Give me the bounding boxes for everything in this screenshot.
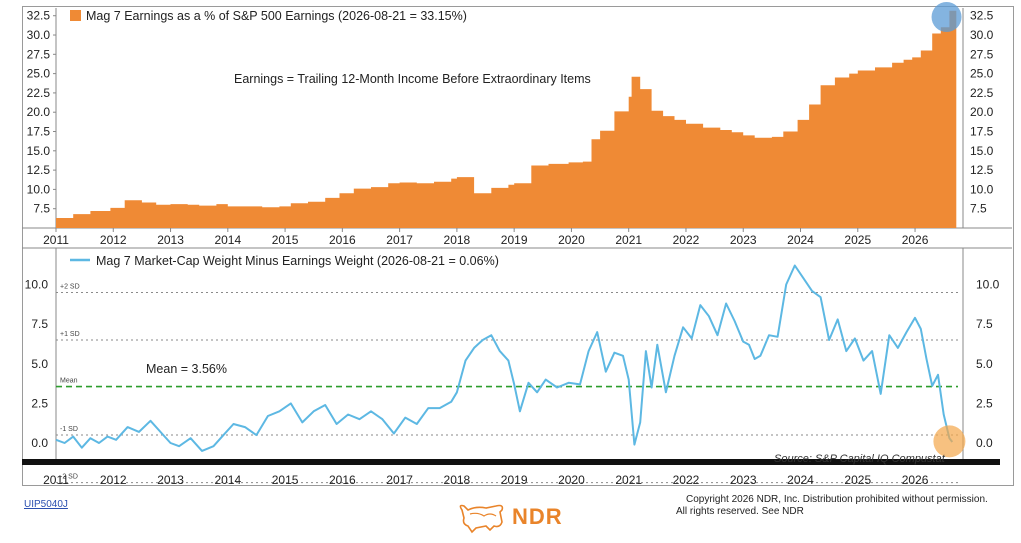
top-x-tick-label: 2013 (157, 233, 184, 247)
top-y-tick-left: 25.0 (27, 67, 51, 81)
bottom-chart: +2 SD +1 SD Mean -1 SD -2 SD 0.0 0.0 2.5 2.5 5.0 5… (22, 247, 1012, 487)
bottom-y-tick-left: 10.0 (25, 278, 49, 292)
bull-bear-icon (459, 504, 504, 534)
top-y-tick-right: 32.5 (970, 9, 994, 23)
top-x-tick-label: 2016 (329, 233, 356, 247)
bottom-x-tick-label: 2011 (43, 473, 69, 487)
top-y-tick-left: 12.5 (27, 163, 51, 177)
bottom-x-tick-label: 2013 (157, 473, 184, 487)
bottom-y-tick-left: 0.0 (31, 436, 48, 450)
top-y-tick-right: 12.5 (970, 163, 994, 177)
highlight-circle-blue (931, 2, 962, 32)
top-x-tick-label: 2020 (558, 233, 585, 247)
bottom-x-tick-label: 2015 (272, 473, 299, 487)
top-chart: 7.5 7.5 10.0 10.0 12.5 12.5 15.0 15.0 17.5 17.5 20… (22, 2, 1012, 247)
top-x-tick-label: 2023 (730, 233, 757, 247)
bottom-x-tick-label: 2018 (444, 473, 471, 487)
bottom-x-tick-label: 2020 (558, 473, 585, 487)
bottom-y-tick-right: 10.0 (976, 278, 1000, 292)
sd-label: +2 SD (60, 283, 80, 290)
top-y-tick-right: 22.5 (970, 86, 994, 100)
bottom-x-tick-label: 2016 (329, 473, 356, 487)
top-x-tick-label: 2017 (386, 233, 413, 247)
top-annotation: Earnings = Trailing 12-Month Income Befo… (234, 72, 591, 86)
bottom-x-tick-label: 2023 (730, 473, 757, 487)
bottom-x-tick-label: 2019 (501, 473, 528, 487)
sd-label: Mean (60, 378, 78, 385)
top-y-tick-right: 20.0 (970, 105, 994, 119)
top-y-tick-left: 20.0 (27, 105, 51, 119)
top-y-tick-left: 22.5 (27, 86, 51, 100)
earnings-area-series (56, 10, 957, 229)
bottom-x-tick-label: 2026 (902, 473, 929, 487)
top-legend-swatch (70, 10, 81, 21)
top-y-tick-left: 17.5 (27, 125, 51, 139)
spread-line-series (55, 264, 954, 452)
bottom-y-tick-right: 7.5 (976, 317, 993, 331)
bottom-x-tick-label: 2025 (844, 473, 871, 487)
sd-label: -1 SD (60, 426, 78, 433)
bottom-x-tick-label: 2021 (615, 473, 642, 487)
top-x-tick-label: 2026 (902, 233, 929, 247)
top-y-tick-right: 15.0 (970, 144, 994, 158)
source-label: Source: S&P Capital IQ Compustat (774, 453, 946, 465)
bottom-y-tick-left: 2.5 (31, 396, 48, 410)
top-y-tick-right: 17.5 (970, 125, 994, 139)
top-x-tick-label: 2024 (787, 233, 814, 247)
top-y-tick-left: 7.5 (33, 202, 50, 216)
copyright-line-2: All rights reserved. See NDR (676, 506, 804, 517)
bottom-baseline-bar (22, 459, 1000, 465)
top-y-tick-right: 30.0 (970, 28, 994, 42)
top-y-tick-right: 27.5 (970, 47, 994, 61)
top-x-tick-label: 2018 (444, 233, 471, 247)
top-x-tick-label: 2012 (100, 233, 127, 247)
top-x-tick-label: 2015 (272, 233, 299, 247)
sd-label: -2 SD (60, 474, 78, 481)
top-y-tick-left: 32.5 (27, 9, 51, 23)
bottom-y-tick-left: 7.5 (31, 317, 48, 331)
job-code-link[interactable]: UIP5040J (24, 499, 68, 510)
brand-name: NDR (512, 504, 563, 529)
top-y-tick-left: 27.5 (27, 47, 51, 61)
top-x-tick-label: 2019 (501, 233, 528, 247)
bottom-y-tick-right: 0.0 (976, 436, 993, 450)
top-legend-label: Mag 7 Earnings as a % of S&P 500 Earning… (86, 9, 467, 23)
bottom-x-tick-label: 2024 (787, 473, 814, 487)
bottom-x-tick-label: 2017 (386, 473, 413, 487)
top-y-tick-right: 7.5 (970, 202, 987, 216)
bottom-y-tick-right: 2.5 (976, 396, 993, 410)
ndr-logo: NDR (456, 500, 586, 534)
highlight-circle-orange (933, 425, 966, 458)
top-x-tick-label: 2011 (43, 233, 69, 247)
bottom-x-tick-label: 2022 (673, 473, 700, 487)
top-y-tick-right: 10.0 (970, 182, 994, 196)
top-x-tick-label: 2014 (214, 233, 241, 247)
bottom-legend-label: Mag 7 Market-Cap Weight Minus Earnings W… (96, 254, 499, 268)
bottom-x-tick-label: 2012 (100, 473, 127, 487)
top-y-tick-right: 25.0 (970, 67, 994, 81)
top-y-tick-left: 15.0 (27, 144, 51, 158)
top-x-tick-label: 2025 (844, 233, 871, 247)
top-y-tick-left: 10.0 (27, 182, 51, 196)
top-x-tick-label: 2022 (673, 233, 700, 247)
sd-label: +1 SD (60, 331, 80, 338)
top-y-tick-left: 30.0 (27, 28, 51, 42)
top-x-tick-label: 2021 (615, 233, 642, 247)
bottom-y-tick-right: 5.0 (976, 357, 993, 371)
copyright-line-1: Copyright 2026 NDR, Inc. Distribution pr… (686, 494, 988, 505)
bottom-y-tick-left: 5.0 (31, 357, 48, 371)
mean-label: Mean = 3.56% (146, 362, 227, 376)
bottom-x-tick-label: 2014 (214, 473, 241, 487)
